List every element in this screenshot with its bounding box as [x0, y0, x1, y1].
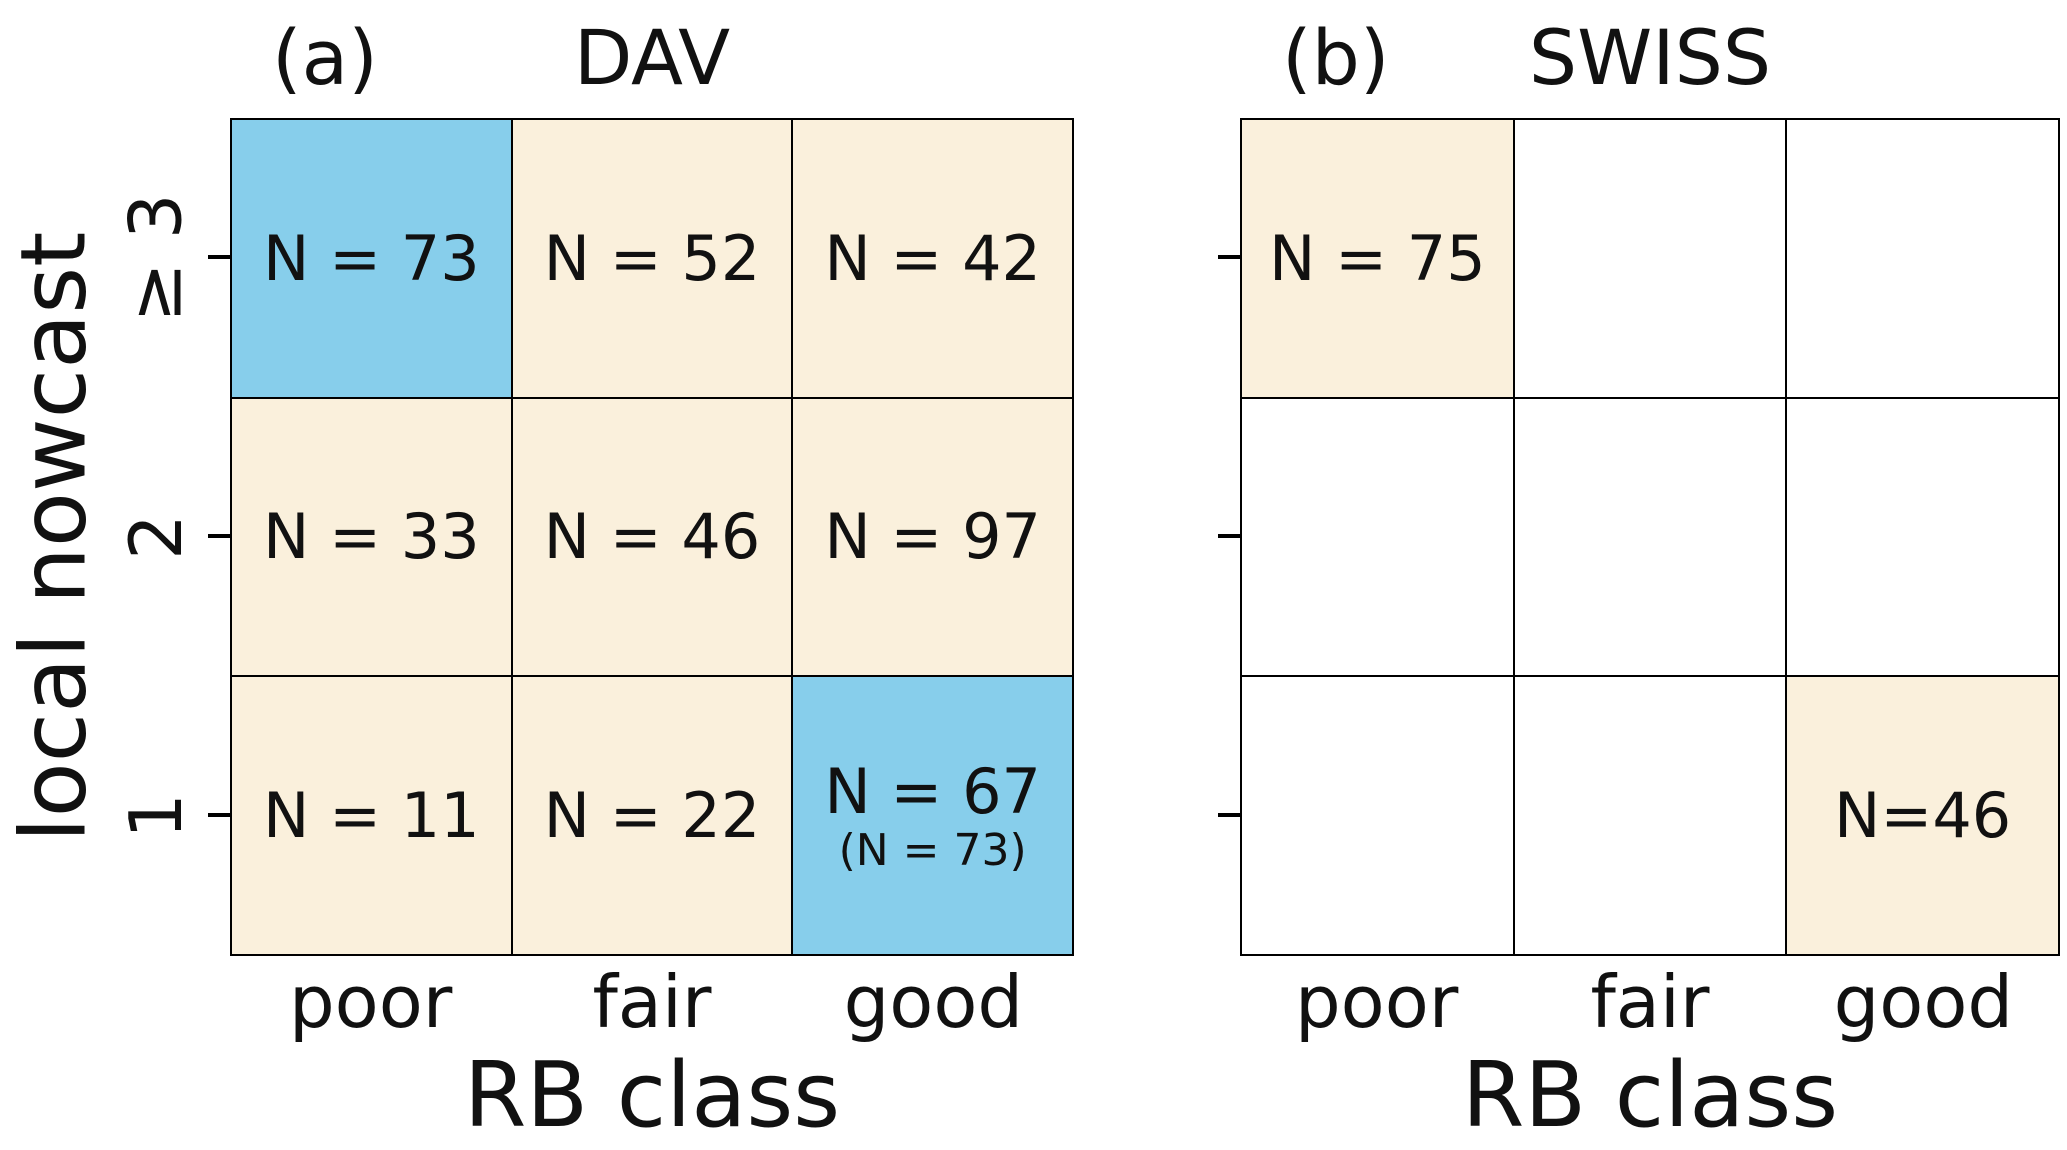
x-tick-label-poor: poor [1294, 960, 1459, 1044]
panel-b: (b) SWISS N = 75 [1075, 0, 2067, 1150]
matrix-cell [1787, 398, 2058, 676]
y-axis-tick [208, 813, 230, 817]
matrix-cell [1242, 398, 1513, 676]
matrix-cell: N = 52 [512, 120, 792, 397]
x-tick-label-good: good [1833, 960, 2014, 1044]
matrix-cell [1787, 120, 2058, 397]
matrix-cell: N = 75 [1242, 120, 1513, 397]
panel-a-title-row: (a) DAV [230, 6, 1074, 110]
x-axis-label: RB class [1461, 1043, 1839, 1148]
y-tick-label-row-middle: 2 [114, 514, 198, 560]
matrix-cell [1514, 398, 1786, 676]
matrix-cell: N = 97 [793, 398, 1072, 676]
x-tick-label-good: good [843, 960, 1024, 1044]
y-axis-tick [1218, 255, 1240, 259]
cell-value: N = 67 [824, 754, 1041, 828]
matrix-cell: N = 67 (N = 73) [793, 677, 1072, 954]
matrix-cell: N = 33 [232, 398, 511, 676]
cell-value: N = 11 [263, 779, 480, 852]
y-axis-tick [1218, 813, 1240, 817]
y-tick-label-row-top: ≥ 3 [114, 193, 198, 323]
cell-value: N = 97 [824, 500, 1041, 574]
y-tick-label-row-bottom: 1 [114, 793, 198, 840]
matrix-grid-b: N = 75 [1240, 118, 2060, 956]
y-tick-labels: ≥ 3 2 1 [108, 118, 204, 956]
x-axis-label: RB class [463, 1043, 841, 1148]
y-axis-label: local nowcast [1, 231, 106, 843]
matrix-cell [1242, 677, 1513, 954]
panel-b-tag: (b) [1282, 13, 1390, 102]
cell-value: N = 52 [543, 221, 761, 295]
panel-b-title: SWISS [1528, 13, 1772, 102]
cell-value: N = 75 [1269, 221, 1486, 295]
matrix-cell [1514, 120, 1786, 397]
panel-a: (a) DAV local nowcast ≥ 3 2 1 N = 73 N =… [1, 6, 1074, 1148]
cell-value: N = 73 [263, 221, 480, 295]
panel-a-title: DAV [573, 13, 731, 102]
matrix-cell: N = 11 [232, 677, 511, 954]
x-tick-labels: poor fair good [230, 958, 1074, 1046]
cell-value: N = 22 [543, 779, 761, 852]
matrix-grid-a: N = 73 N = 52 N = 42 N = 33 N = 46 N = 9… [230, 118, 1074, 956]
x-tick-label-fair: fair [592, 960, 712, 1044]
y-axis-tick [208, 534, 230, 538]
matrix-cell: N=46 [1787, 677, 2058, 954]
cell-value: N=46 [1834, 779, 2012, 852]
x-tick-labels: poor fair good [1240, 958, 2060, 1046]
y-axis-tick [1218, 534, 1240, 538]
panel-a-tag: (a) [272, 13, 378, 102]
matrix-cell: N = 73 [232, 120, 511, 397]
cell-subvalue: (N = 73) [838, 825, 1027, 877]
matrix-cell: N = 46 [512, 398, 792, 676]
x-tick-label-fair: fair [1590, 960, 1710, 1044]
cell-value: N = 33 [263, 500, 480, 574]
cell-value: N = 46 [543, 500, 761, 574]
matrix-cell: N = 42 [793, 120, 1072, 397]
cell-value: N = 42 [824, 221, 1041, 295]
y-axis-tick [208, 255, 230, 259]
panel-b-title-row: (b) SWISS [1240, 6, 2060, 110]
x-tick-label-poor: poor [288, 960, 453, 1044]
matrix-cell: N = 22 [512, 677, 792, 954]
matrix-cell [1514, 677, 1786, 954]
